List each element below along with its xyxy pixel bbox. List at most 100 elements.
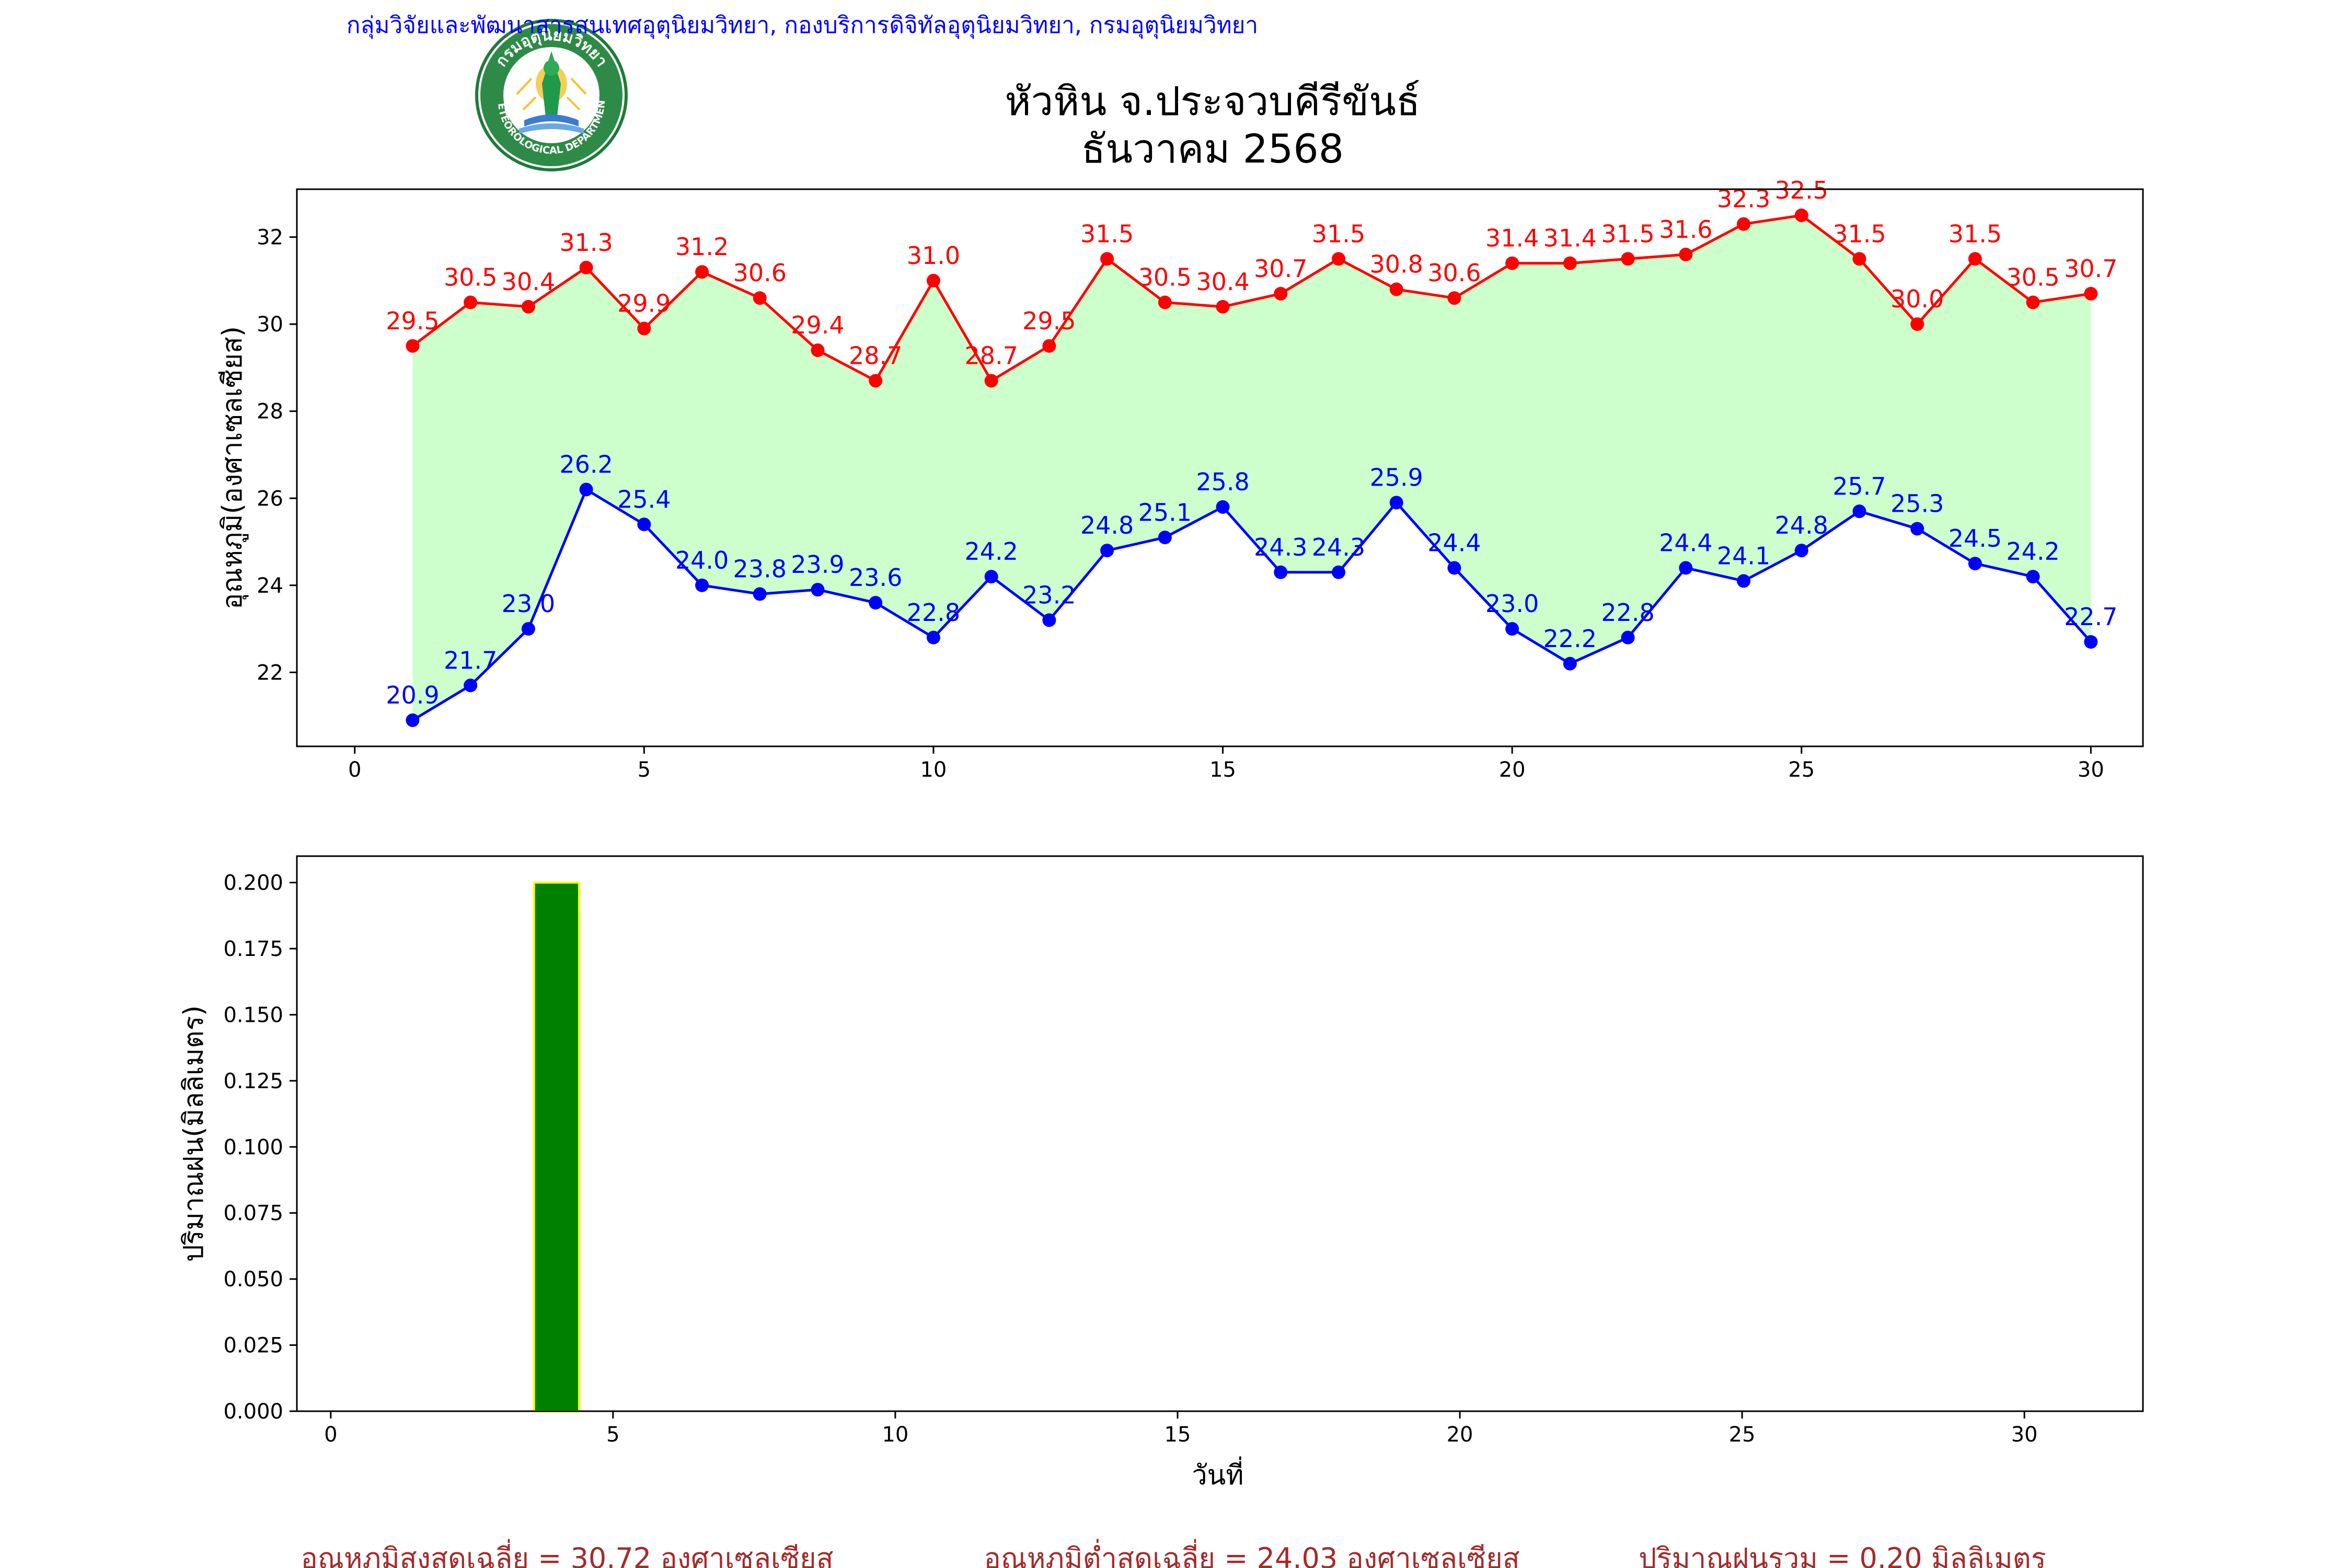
max-temperature-label: 31.2 bbox=[675, 233, 729, 261]
max-temperature-point bbox=[1852, 252, 1866, 266]
min-temperature-label: 24.3 bbox=[1254, 533, 1307, 561]
temperature-y-tick-label: 28 bbox=[257, 400, 283, 424]
max-temperature-point bbox=[1331, 252, 1345, 266]
min-temperature-point bbox=[811, 583, 825, 597]
rainfall-y-tick-label: 0.050 bbox=[223, 1267, 283, 1292]
rainfall-x-tick-label: 30 bbox=[2011, 1423, 2038, 1447]
max-temperature-label: 29.9 bbox=[617, 290, 671, 318]
min-temperature-point bbox=[1968, 557, 1982, 571]
max-temperature-point bbox=[811, 343, 825, 358]
max-temperature-label: 29.4 bbox=[791, 311, 844, 339]
min-temperature-point bbox=[1216, 500, 1230, 514]
min-temperature-point bbox=[637, 517, 651, 532]
max-temperature-label: 28.7 bbox=[964, 341, 1018, 370]
rainfall-panel: 0 5 10 15 20 25 30 0.000 0.025 0.050 0.075 0.100 0.1… bbox=[178, 855, 2144, 1491]
min-temperature-point bbox=[753, 587, 767, 601]
rainfall-x-axis-label: วันที่ bbox=[1192, 1456, 1243, 1491]
max-temperature-point bbox=[2026, 295, 2040, 309]
min-temperature-label: 24.8 bbox=[1775, 511, 1828, 539]
min-temperature-point bbox=[1158, 531, 1172, 545]
min-temperature-point bbox=[695, 578, 709, 592]
min-temperature-point bbox=[1737, 574, 1751, 588]
rainfall-y-tick-label: 0.025 bbox=[223, 1334, 283, 1358]
max-temperature-label: 29.5 bbox=[386, 307, 439, 335]
min-temperature-point bbox=[1331, 565, 1345, 579]
max-temperature-point bbox=[869, 374, 883, 388]
temperature-y-tick-label: 24 bbox=[257, 574, 283, 598]
max-temperature-label: 31.5 bbox=[1949, 220, 2002, 248]
max-temperature-point bbox=[1447, 291, 1461, 305]
rainfall-bar bbox=[533, 881, 581, 1412]
max-temperature-point bbox=[1389, 282, 1403, 296]
temperature-plot-frame bbox=[296, 188, 2144, 747]
min-temperature-label: 24.8 bbox=[1080, 511, 1134, 539]
min-temperature-label: 24.5 bbox=[1949, 524, 2002, 552]
min-temperature-point bbox=[1794, 544, 1808, 558]
temperature-x-tick-label: 10 bbox=[920, 758, 947, 782]
min-temperature-point bbox=[1447, 561, 1461, 575]
max-temperature-label: 32.5 bbox=[1775, 176, 1828, 204]
min-temperature-label: 24.2 bbox=[2006, 537, 2059, 566]
min-temperature-label: 23.0 bbox=[502, 590, 555, 618]
rainfall-x-tick-label: 20 bbox=[1447, 1423, 1473, 1447]
min-temperature-point bbox=[1563, 656, 1577, 671]
min-temperature-label: 24.1 bbox=[1717, 542, 1770, 570]
summary-total-rain: ปริมาณฝนรวม = 0.20 มิลลิเมตร bbox=[1639, 1542, 2046, 1568]
min-temperature-point bbox=[1042, 613, 1056, 627]
chart-title-line2: ธันวาคม 2568 bbox=[1081, 125, 1344, 172]
rainfall-x-tick-label: 15 bbox=[1165, 1423, 1191, 1447]
rainfall-x-tick-label: 25 bbox=[1729, 1423, 1756, 1447]
temperature-x-tick-label: 20 bbox=[1499, 758, 1526, 782]
max-temperature-point bbox=[464, 295, 478, 309]
max-temperature-point bbox=[695, 265, 709, 279]
max-temperature-point bbox=[1100, 252, 1114, 266]
chart-title-line1: หัวหิน จ.ประจวบคีรีขันธ์ bbox=[1005, 78, 1421, 124]
max-temperature-label: 30.5 bbox=[2006, 263, 2059, 292]
min-temperature-point bbox=[1100, 544, 1114, 558]
min-temperature-label: 22.2 bbox=[1543, 625, 1597, 653]
max-temperature-point bbox=[1158, 295, 1172, 309]
max-temperature-label: 31.5 bbox=[1832, 220, 1886, 248]
max-temperature-point bbox=[1216, 299, 1230, 314]
min-temperature-point bbox=[1679, 561, 1693, 575]
temperature-x-tick-label: 15 bbox=[1209, 758, 1236, 782]
rainfall-y-tick-label: 0.075 bbox=[223, 1202, 283, 1226]
min-temperature-point bbox=[1621, 630, 1635, 644]
max-temperature-point bbox=[984, 374, 998, 388]
min-temperature-point bbox=[1852, 504, 1866, 518]
min-temperature-label: 24.2 bbox=[964, 537, 1018, 566]
min-temperature-label: 25.1 bbox=[1138, 498, 1192, 526]
min-temperature-label: 21.7 bbox=[444, 646, 497, 674]
min-temperature-label: 24.4 bbox=[1427, 529, 1481, 557]
max-temperature-point bbox=[1794, 208, 1808, 222]
temperature-x-tick-label: 0 bbox=[348, 758, 361, 782]
rainfall-y-tick-label: 0.175 bbox=[223, 937, 283, 961]
min-temperature-point bbox=[869, 596, 883, 610]
min-temperature-label: 24.4 bbox=[1659, 529, 1712, 557]
min-temperature-label: 23.2 bbox=[1022, 581, 1076, 609]
min-temperature-point bbox=[2026, 570, 2040, 584]
min-temperature-label: 25.3 bbox=[1890, 490, 1944, 518]
max-temperature-point bbox=[1274, 286, 1288, 301]
min-temperature-point bbox=[926, 630, 940, 644]
temperature-x-tick-label: 25 bbox=[1788, 758, 1815, 782]
max-temperature-label: 31.5 bbox=[1080, 220, 1134, 248]
max-temperature-label: 30.4 bbox=[1196, 268, 1249, 296]
temperature-y-tick-label: 30 bbox=[257, 313, 283, 337]
summary-avg-min: อุณหภูมิต่ำสุดเฉลี่ย = 24.03 องศาเซลเซีย… bbox=[984, 1539, 1519, 1568]
max-temperature-label: 31.3 bbox=[559, 228, 613, 257]
max-temperature-point bbox=[1042, 339, 1056, 353]
max-temperature-label: 30.6 bbox=[1427, 259, 1481, 287]
min-temperature-point bbox=[1505, 622, 1519, 636]
rainfall-x-tick-label: 5 bbox=[606, 1423, 619, 1447]
min-temperature-label: 20.9 bbox=[386, 681, 439, 709]
temperature-y-tick-label: 26 bbox=[257, 487, 283, 511]
min-temperature-label: 23.0 bbox=[1485, 590, 1539, 618]
temperature-range-fill bbox=[412, 215, 2091, 721]
max-temperature-point bbox=[521, 299, 535, 314]
max-temperature-point bbox=[1621, 252, 1635, 266]
max-temperature-label: 30.6 bbox=[733, 259, 787, 287]
min-temperature-label: 25.8 bbox=[1196, 468, 1249, 496]
rainfall-y-tick-label: 0.000 bbox=[223, 1400, 283, 1424]
